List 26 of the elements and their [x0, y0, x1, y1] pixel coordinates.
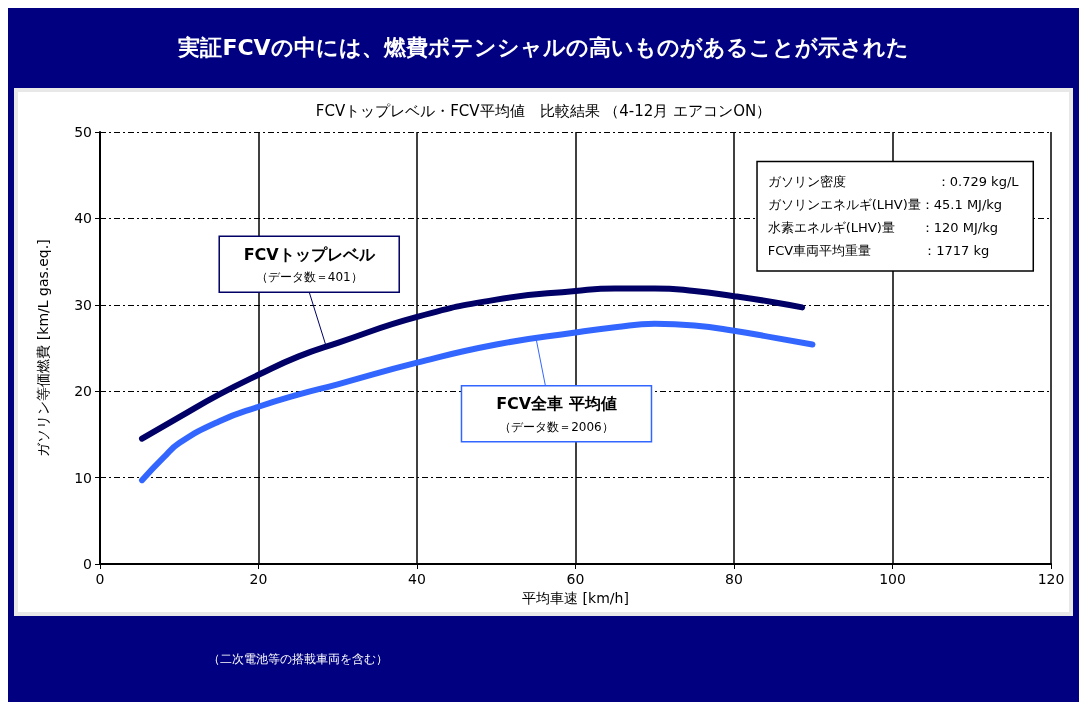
x-tick-label: 0 [95, 571, 105, 587]
y-tick-label: 30 [74, 296, 92, 313]
y-tick-label: 40 [74, 210, 92, 227]
annotation: （データ数＝2006） [499, 419, 614, 434]
x-tick-label: 80 [725, 571, 743, 587]
y-tick-label: 20 [74, 383, 92, 400]
annotation: （データ数＝401） [255, 270, 363, 285]
chart-subtitle: FCVトップレベル・FCV平均値 比較結果 （4-12月 エアコンON） [315, 101, 772, 120]
text: （二次電池等の搭載車両を含む） [207, 650, 389, 668]
x-tick-label: 20 [249, 571, 268, 587]
x-tick-label: 60 [566, 571, 585, 587]
y-tick-label: 0 [83, 556, 92, 572]
x-axis-title: 平均車速 [km/h] [522, 589, 629, 606]
annotation: 水素エネルギ(LHV)量 ：120 MJ/kg [767, 220, 998, 236]
y-tick-label: 50 [74, 124, 92, 140]
chart-title: 実証FCVの中には、燃費ポテンシャルの高いものがあることが示された [177, 34, 910, 62]
annotation: FCV車両平均重量 ：1717 kg [767, 243, 990, 259]
text: FCV全車 平均値 [496, 394, 617, 414]
annotation: ガソリン密度 ：0.729 kg/L [767, 174, 1020, 190]
annotation: ガソリンエネルギ(LHV)量：45.1 MJ/kg [767, 197, 1003, 213]
y-axis-title: ガソリン等価燃費 [km/L gas.eq.] [35, 239, 51, 457]
x-tick-label: 40 [408, 571, 426, 587]
y-tick-label: 10 [74, 469, 92, 486]
x-tick-label: 100 [879, 571, 906, 587]
text: FCVトップレベル [243, 244, 376, 264]
x-tick-label: 120 [1037, 571, 1065, 587]
